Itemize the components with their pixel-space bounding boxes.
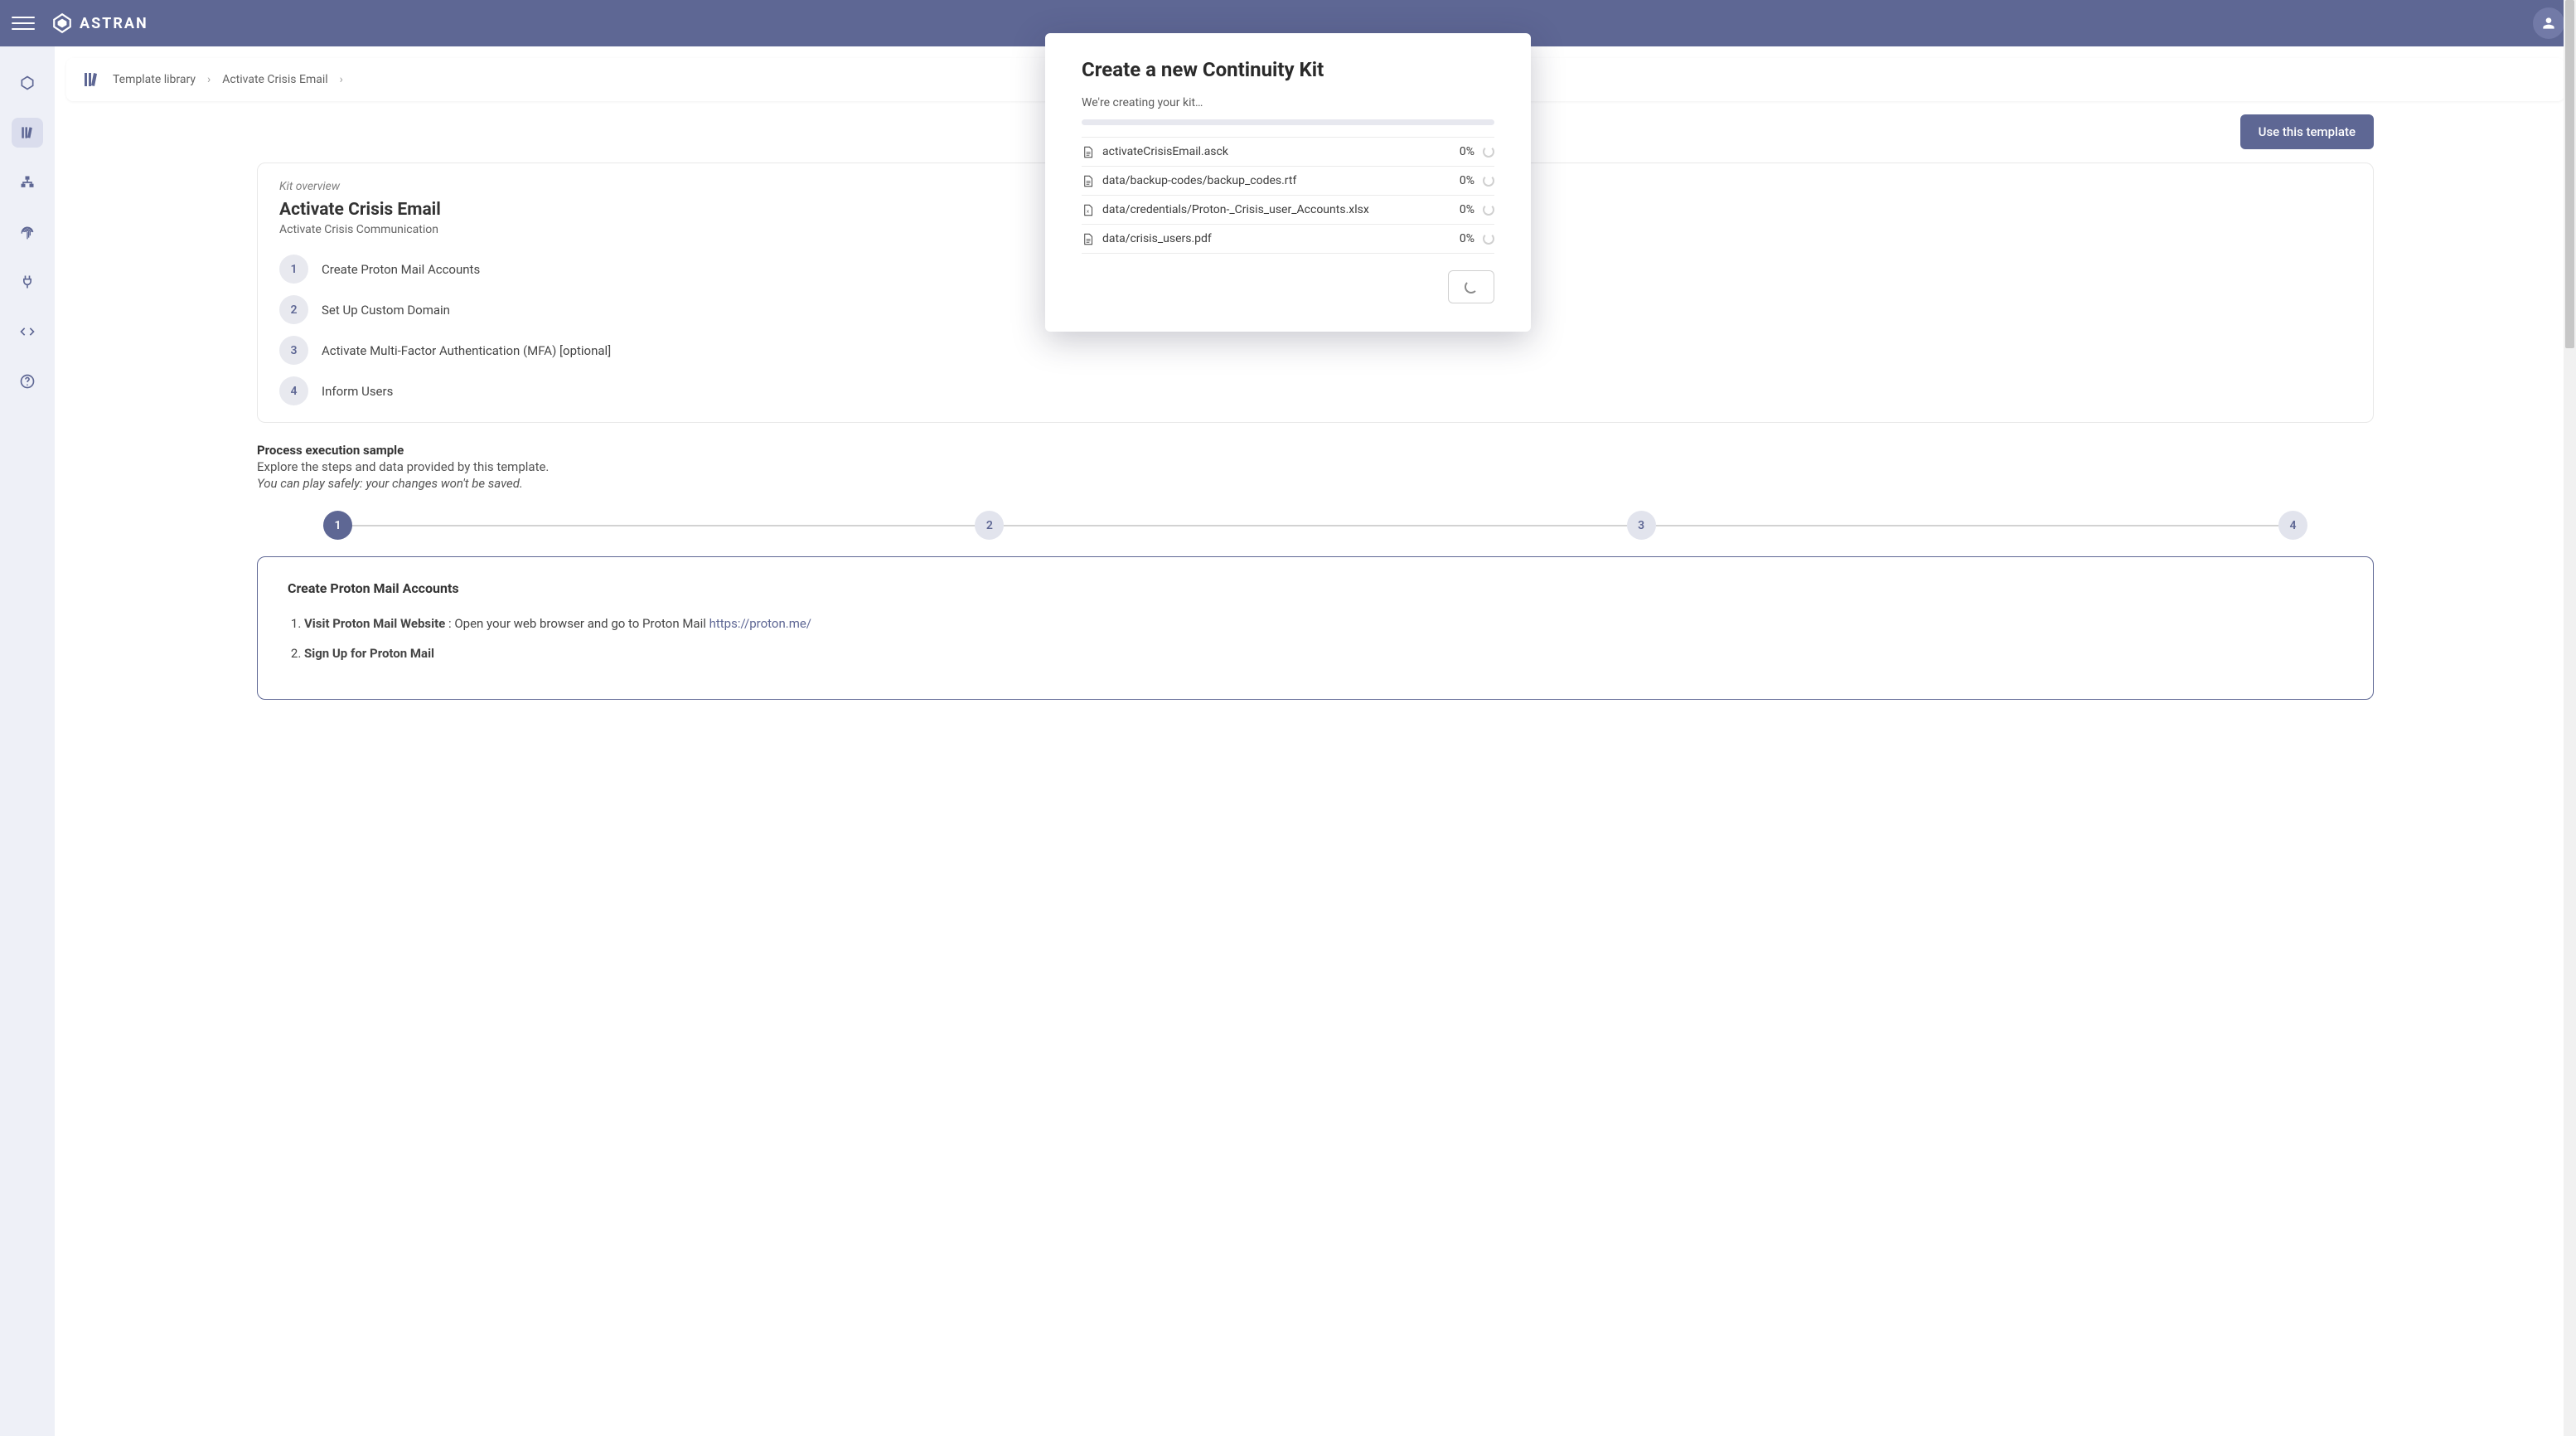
file-doc-icon	[1082, 146, 1094, 158]
file-row: data/crisis_users.pdf 0%	[1082, 225, 1494, 254]
file-percent: 0%	[1460, 232, 1474, 245]
file-name: data/crisis_users.pdf	[1102, 232, 1451, 245]
spinner-icon	[1483, 233, 1494, 245]
modal-subtitle: We're creating your kit…	[1082, 96, 1494, 109]
spinner-icon	[1483, 146, 1494, 158]
file-percent: 0%	[1460, 203, 1474, 216]
modal-title: Create a new Continuity Kit	[1082, 58, 1494, 81]
create-kit-modal: Create a new Continuity Kit We're creati…	[1045, 33, 1531, 332]
spinner-icon	[1483, 204, 1494, 216]
file-row: data/backup-codes/backup_codes.rtf 0%	[1082, 167, 1494, 196]
modal-progress-bar	[1082, 119, 1494, 125]
file-xls-icon: x	[1082, 204, 1094, 216]
modal-backdrop: Create a new Continuity Kit We're creati…	[0, 0, 2576, 1436]
file-name: data/credentials/Proton-_Crisis_user_Acc…	[1102, 203, 1451, 216]
modal-loading-button[interactable]	[1448, 270, 1494, 303]
file-row: activateCrisisEmail.asck 0%	[1082, 138, 1494, 167]
file-percent: 0%	[1460, 174, 1474, 187]
file-doc-icon	[1082, 233, 1094, 245]
modal-file-list: activateCrisisEmail.asck0%data/backup-co…	[1082, 137, 1494, 254]
file-doc-icon	[1082, 175, 1094, 187]
modal-footer	[1082, 270, 1494, 303]
file-name: data/backup-codes/backup_codes.rtf	[1102, 174, 1451, 187]
file-name: activateCrisisEmail.asck	[1102, 145, 1451, 158]
file-percent: 0%	[1460, 145, 1474, 158]
spinner-icon	[1483, 175, 1494, 187]
svg-text:x: x	[1087, 209, 1089, 214]
spinner-icon	[1465, 280, 1478, 294]
file-row: x data/credentials/Proton-_Crisis_user_Ac…	[1082, 196, 1494, 225]
